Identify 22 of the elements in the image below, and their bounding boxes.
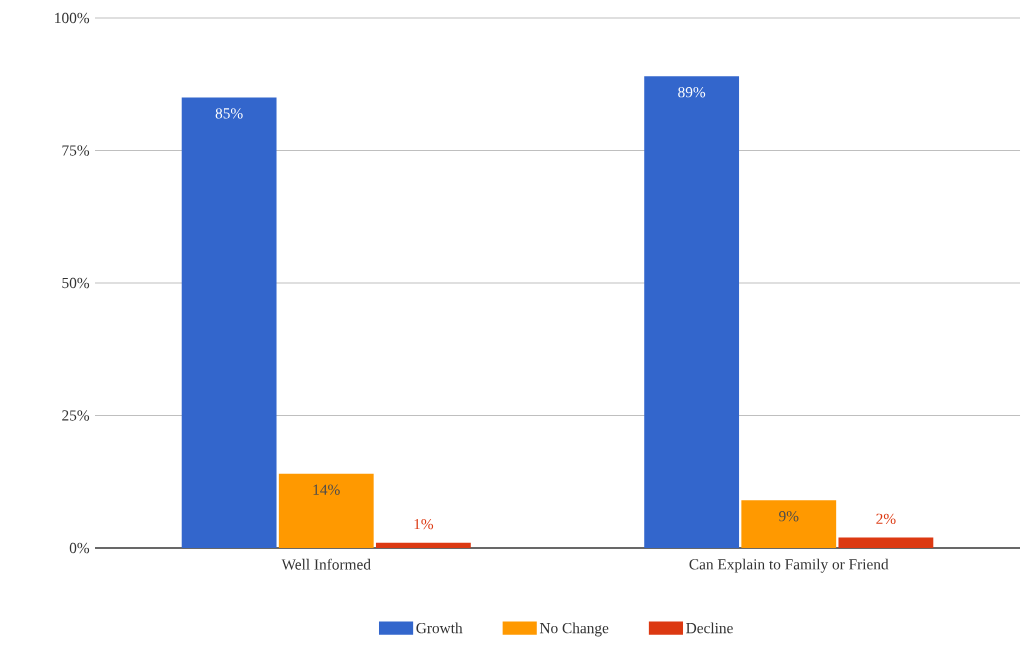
y-tick-label: 50% bbox=[62, 277, 90, 289]
data-label: 89% bbox=[678, 87, 706, 98]
data-label: 85% bbox=[215, 108, 243, 119]
y-tick-label: 100% bbox=[55, 12, 90, 24]
bar bbox=[644, 76, 740, 548]
y-tick-label: 0% bbox=[69, 542, 90, 554]
data-label: 14% bbox=[313, 484, 340, 495]
bar bbox=[741, 500, 837, 548]
x-tick-label: Well Informed bbox=[281, 558, 371, 570]
bar bbox=[181, 97, 277, 548]
x-tick-label: Can Explain to Family or Friend bbox=[689, 558, 889, 573]
y-tick-label: 25% bbox=[62, 410, 90, 421]
legend-label: No Change bbox=[539, 622, 609, 637]
legend-label: Decline bbox=[686, 622, 733, 634]
y-tick-label: 75% bbox=[62, 145, 90, 156]
data-label: 9% bbox=[779, 511, 799, 522]
bar bbox=[278, 473, 374, 548]
legend-label: Growth bbox=[416, 622, 463, 634]
data-label: 1% bbox=[414, 518, 434, 530]
data-label: 2% bbox=[876, 513, 896, 525]
bar bbox=[375, 542, 471, 548]
bar bbox=[838, 537, 934, 548]
